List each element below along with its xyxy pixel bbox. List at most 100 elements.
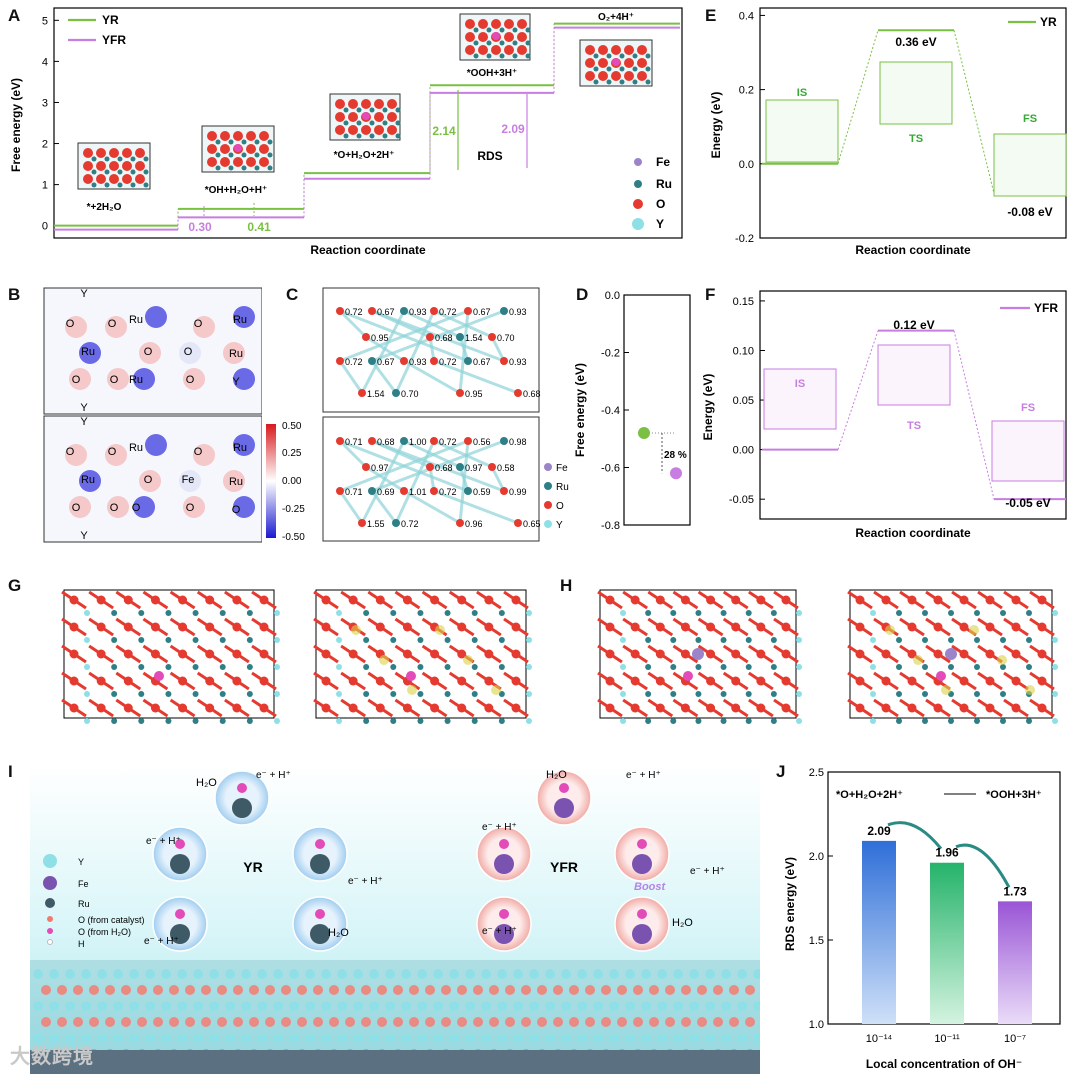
panel-f-chart: Energy (eV) Reaction coordinate 0.15 0.10… (701, 290, 1067, 540)
charge-map-bottom-label: O (108, 446, 117, 458)
lattice-metal-atom (336, 718, 342, 724)
lattice-o-atom (706, 622, 716, 632)
thumbnail-ru-atom (356, 120, 362, 126)
lattice-o-atom (959, 703, 969, 713)
lattice-o-atom (781, 676, 791, 686)
surface-atom (289, 969, 299, 979)
surface-atom (361, 985, 371, 995)
thumbnail-adsorbate-atom (362, 112, 370, 120)
thumbnail-ru-atom (619, 66, 625, 72)
yr-label-eh-2: e⁻ + H⁺ (146, 836, 181, 847)
lattice-o-atom (123, 649, 133, 659)
charge-map-top-label: Y (232, 376, 240, 388)
surface-atom (217, 985, 227, 995)
legend-yr-label: YR (102, 13, 119, 27)
bader-top-atom (358, 389, 366, 397)
lattice-o-atom (907, 595, 917, 605)
surface-atom (697, 1017, 707, 1027)
lattice-metal-atom (695, 637, 702, 643)
thumbnail-adsorbate-atom (612, 58, 620, 66)
step-label-4: *OOH+3H⁺ (467, 68, 518, 79)
bader-bottom-value: 1.00 (409, 437, 427, 447)
surface-atom (713, 1017, 723, 1027)
lattice-metal-atom (111, 664, 118, 670)
bader-bottom-value: 0.98 (509, 437, 527, 447)
surface-atom (641, 1033, 651, 1043)
lattice-metal-atom (922, 691, 928, 697)
lattice-o-atom (484, 703, 494, 713)
surface-atom (89, 985, 99, 995)
panel-i-legend-y-dot (43, 854, 57, 868)
lattice-metal-atom (796, 637, 802, 643)
watermark: 大数跨境 (10, 1046, 94, 1068)
surface-atom (497, 1001, 507, 1011)
thumbnail-ru-atom (104, 169, 110, 175)
thumbnail-o-atom (504, 45, 514, 55)
charge-density-blob (179, 342, 201, 364)
panel-e-chart: Energy (eV) Reaction coordinate 0.4 0.2 0.… (709, 7, 1067, 257)
panel-d-ytick-label: -0.2 (601, 348, 620, 360)
thumbnail-o-atom (585, 45, 595, 55)
lattice-metal-atom (526, 691, 532, 697)
panel-f-ts-box (877, 344, 951, 406)
surface-atom (89, 1017, 99, 1027)
bader-bottom-atom (464, 487, 472, 495)
bader-top-atom (500, 357, 508, 365)
panel-e-is-box (765, 99, 839, 163)
panel-i-schematic: YR YFR Boost H₂O e⁻ + H⁺ e⁻ + H⁺ e⁻ + H⁺… (30, 764, 760, 1074)
charge-density-blob (105, 316, 127, 338)
thumbnail-o-atom (122, 161, 132, 171)
ytick-label: -0.05 (729, 494, 754, 506)
lattice-o-atom (402, 649, 412, 659)
lattice-metal-atom (620, 718, 626, 724)
lattice-metal-atom (526, 718, 532, 724)
panel-d-point-yfr (670, 467, 682, 480)
lattice-o-atom (259, 703, 269, 713)
bader-top-atom (456, 333, 464, 341)
thumbnail-ru-atom (593, 66, 599, 72)
lattice-o-atom (96, 622, 106, 632)
surface-atom (129, 1001, 139, 1011)
yr-adsorbate (315, 909, 325, 919)
charge-map-top-label: O (184, 346, 193, 358)
surface-atom (81, 969, 91, 979)
surface-atom (609, 1033, 619, 1043)
lattice-o-atom (178, 676, 188, 686)
surface-atom (425, 1017, 435, 1027)
lattice-o-atom (881, 649, 891, 659)
surface-atom (561, 1033, 571, 1043)
lattice-metal-atom (138, 718, 145, 724)
panel-c-legend-ru-dot (544, 482, 552, 490)
lattice-o-atom (457, 703, 467, 713)
surface-atom (353, 969, 363, 979)
lattice-o-atom (348, 649, 358, 659)
panel-a-xlabel: Reaction coordinate (310, 243, 426, 257)
surface-atom (297, 985, 307, 995)
lattice-o-atom (959, 595, 969, 605)
panel-i-legend-fe-dot (43, 876, 57, 890)
charge-density-blob (183, 368, 205, 390)
lattice-o-atom (457, 622, 467, 632)
lattice-metal-atom (246, 718, 253, 724)
charge-map-bottom-label: Y (80, 530, 88, 542)
bader-top-atom (514, 389, 522, 397)
lattice-metal-atom (1000, 718, 1006, 724)
lattice-metal-atom (720, 664, 727, 670)
energy-connector (953, 330, 995, 500)
thumbnail-ru-atom (215, 165, 221, 171)
thumbnail-o-atom (348, 112, 358, 122)
lattice-o-atom (375, 676, 385, 686)
lattice-o-atom (232, 703, 242, 713)
surface-atom (641, 1001, 651, 1011)
h-structure-1-cell (599, 589, 797, 719)
panel-a-ytick-label: 5 (42, 15, 48, 27)
lattice-o-atom (178, 649, 188, 659)
bader-bond (339, 439, 469, 493)
lattice-o-atom (430, 649, 440, 659)
surface-atom (65, 1001, 75, 1011)
lattice-o-atom (69, 649, 79, 659)
lattice-metal-atom (645, 610, 652, 616)
lattice-metal-atom (620, 610, 626, 616)
thumbnail-o-atom (478, 19, 488, 29)
yr-label-h2o-bottom: H₂O (328, 927, 349, 939)
